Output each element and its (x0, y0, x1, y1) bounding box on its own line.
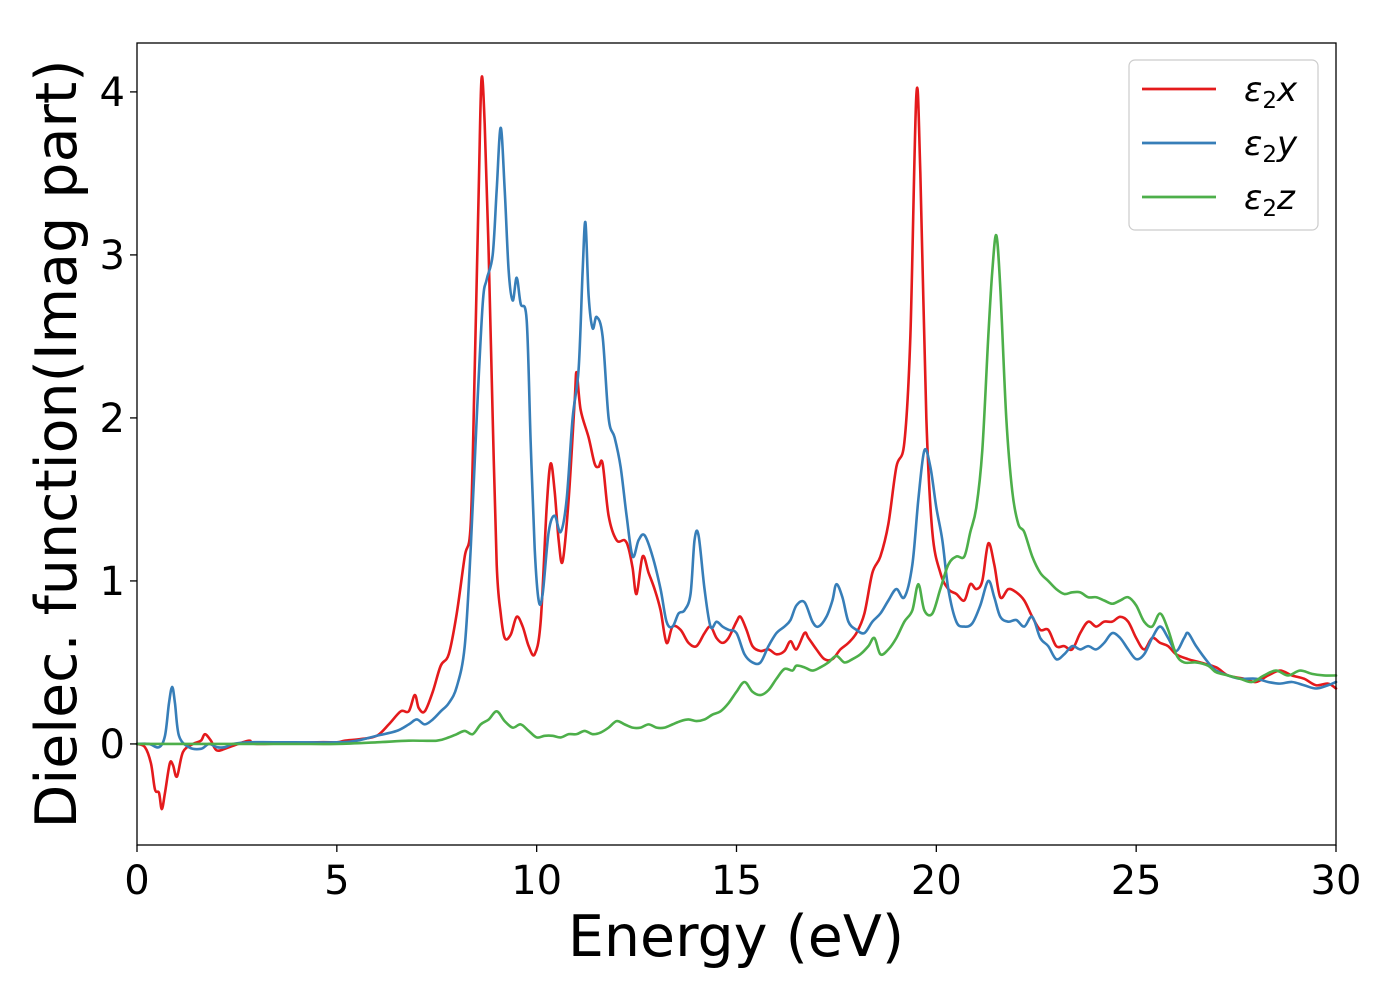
ticks-layer: 0 5 10 15 20 25 30 0 1 2 3 4 (100, 70, 1362, 904)
x-axis-title: Energy (eV) (568, 904, 904, 970)
y-axis-title: Dielec. function(Imag part) (24, 59, 90, 828)
legend-label-x: ε2x (1244, 70, 1298, 114)
legend-box (1128, 59, 1319, 231)
legend-label-z: ε2z (1244, 178, 1296, 222)
x-tick-label: 25 (1111, 858, 1162, 904)
legend-entries: ε2x ε2y ε2z (1142, 70, 1298, 222)
x-tick-label: 20 (911, 858, 962, 904)
y-tick-label: 2 (100, 396, 125, 442)
y-tick-label: 1 (100, 559, 125, 605)
series-line-z (135, 234, 1338, 746)
y-tick-label: 4 (100, 70, 125, 116)
series-layer (135, 75, 1338, 811)
legend-label-y: ε2y (1244, 124, 1298, 168)
legend: ε2x ε2y ε2z (1128, 59, 1319, 231)
x-tick-label: 10 (511, 858, 562, 904)
series-line-x (135, 75, 1338, 811)
x-tick-label: 30 (1311, 858, 1362, 904)
y-tick-label: 3 (100, 233, 125, 279)
series-line-y (135, 126, 1338, 751)
y-tick-label: 0 (100, 722, 125, 768)
x-tick-label: 15 (711, 858, 762, 904)
x-tick-label: 5 (324, 858, 349, 904)
x-tick-label: 0 (124, 858, 149, 904)
